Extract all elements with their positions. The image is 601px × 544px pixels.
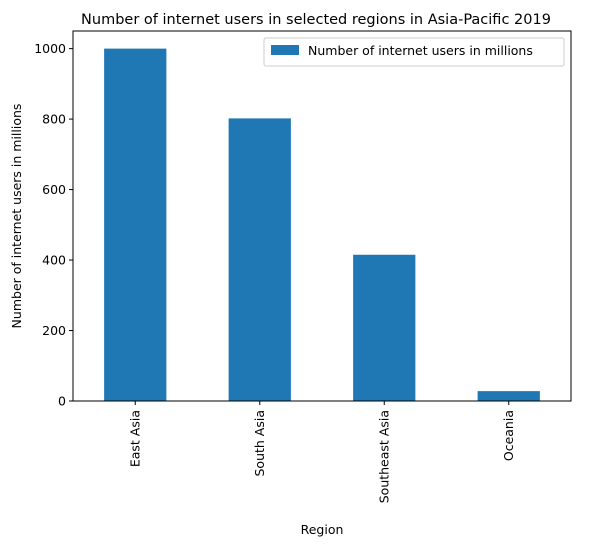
bar-oceania <box>478 391 540 401</box>
y-tick-label: 200 <box>42 323 66 338</box>
legend-swatch <box>271 45 299 55</box>
y-tick-label: 800 <box>42 112 66 127</box>
x-axis: East Asia South Asia Southeast Asia Oceania <box>127 401 516 503</box>
x-tick-label: South Asia <box>252 410 267 477</box>
y-tick-label: 400 <box>42 253 66 268</box>
bar-south-asia <box>229 118 291 401</box>
y-tick-label: 0 <box>58 394 66 409</box>
legend: Number of internet users in millions <box>264 38 564 66</box>
bar-east-asia <box>104 49 166 401</box>
x-tick-label: East Asia <box>127 410 142 467</box>
y-axis-title: Number of internet users in millions <box>9 104 24 329</box>
bar-southeast-asia <box>353 255 415 401</box>
x-tick-label: Oceania <box>501 410 516 461</box>
x-tick-label: Southeast Asia <box>376 410 391 503</box>
legend-label: Number of internet users in millions <box>308 43 533 58</box>
x-axis-title: Region <box>301 522 344 537</box>
chart-title: Number of internet users in selected reg… <box>81 12 551 28</box>
y-tick-label: 600 <box>42 182 66 197</box>
y-tick-label: 1000 <box>34 41 66 56</box>
bars-group <box>104 49 540 401</box>
y-axis: 0 200 400 600 800 1000 <box>34 41 73 408</box>
